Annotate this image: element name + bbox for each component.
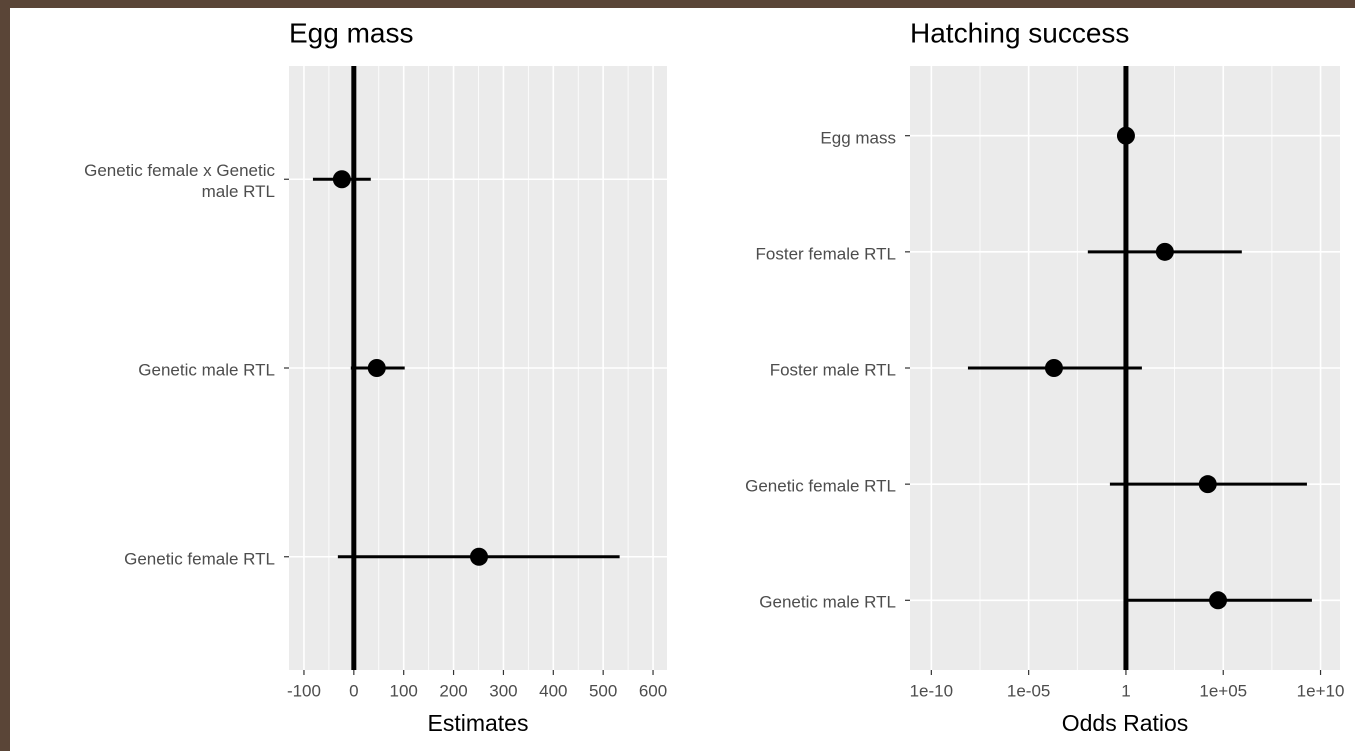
x-tick-label: 0 [349,681,358,700]
x-tick-label: 200 [439,681,467,700]
chart-title: Hatching success [910,17,1129,48]
point [1209,591,1228,610]
x-tick-label: 100 [390,681,418,700]
point [1198,475,1217,494]
x-tick-label: 400 [539,681,567,700]
x-tick-label: 1e-05 [1007,681,1050,700]
y-tick-label: Egg mass [820,128,896,148]
y-tick-label: Genetic male RTL [759,592,896,612]
point [367,359,386,377]
point [1116,126,1135,145]
point [1155,242,1174,261]
y-tick-label: Foster female RTL [755,244,896,264]
x-axis-title: Odds Ratios [1062,710,1189,736]
point [332,170,351,189]
y-tick-label: Genetic male RTL [138,360,275,380]
x-tick-label: 500 [589,681,617,700]
x-tick-label: 1e-10 [910,681,953,700]
point [469,547,488,566]
x-axis-title: Estimates [428,710,529,736]
chart-title: Egg mass [289,17,414,48]
x-tick-label: 1e+10 [1297,681,1345,700]
x-tick-label: 300 [489,681,517,700]
y-tick-label: Genetic female x Genetic male RTL [84,161,275,202]
y-tick-label: Genetic female RTL [745,476,896,496]
y-tick-label: Genetic female RTL [124,549,275,569]
point [1044,359,1063,377]
x-tick-label: 1 [1121,681,1130,700]
x-tick-label: 600 [639,681,667,700]
x-tick-label: -100 [287,681,321,700]
x-tick-label: 1e+05 [1199,681,1247,700]
y-tick-label: Foster male RTL [769,360,896,380]
